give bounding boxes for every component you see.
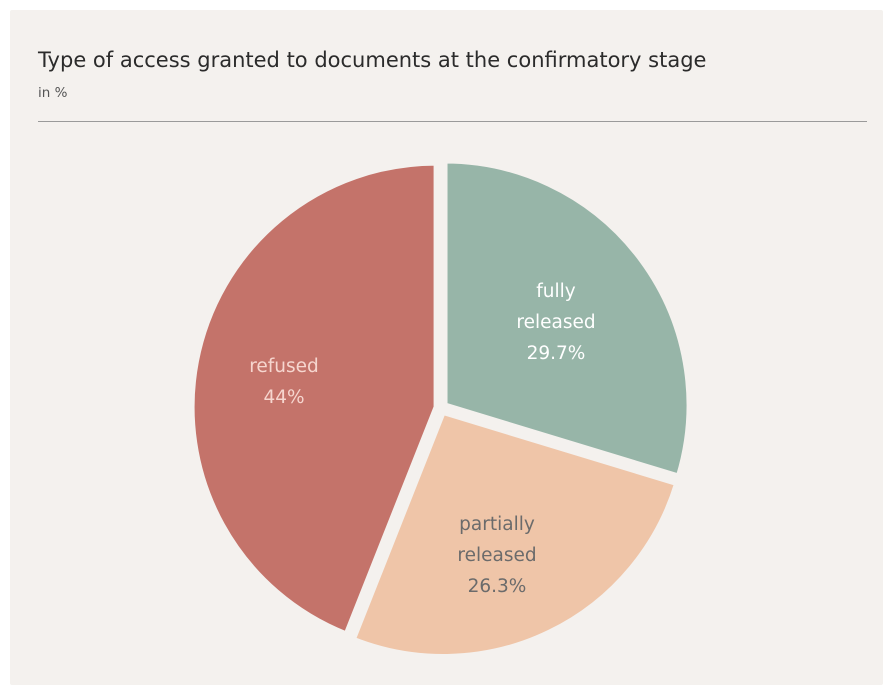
title-divider <box>38 121 867 122</box>
chart-subtitle: in % <box>38 85 68 101</box>
slice-label-partially: partially released 26.3% <box>457 514 536 597</box>
pie-slice-fully <box>442 158 692 480</box>
chart-title: Type of access granted to documents at t… <box>38 48 707 72</box>
pie-slice-partially <box>350 409 680 660</box>
slice-label-refused: refused 44% <box>249 356 319 408</box>
pie-slice-refused <box>189 160 439 638</box>
slice-label-fully: fully released 29.7% <box>516 281 595 364</box>
